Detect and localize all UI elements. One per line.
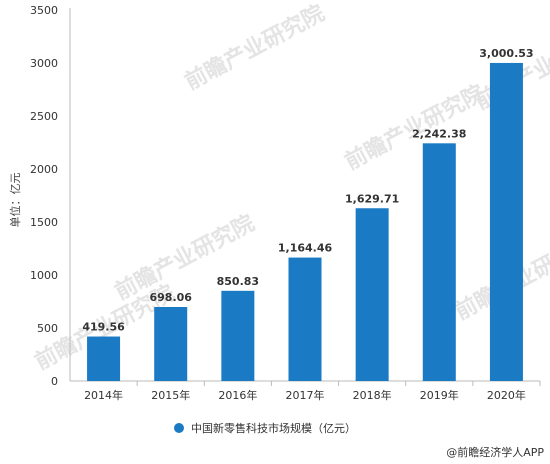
x-tick-label: 2016年 bbox=[218, 388, 257, 402]
bar bbox=[422, 143, 456, 381]
data-label: 1,164.46 bbox=[278, 242, 333, 255]
y-axis-label: 单位：亿元 bbox=[8, 173, 22, 228]
x-tick-label: 2015年 bbox=[151, 388, 190, 402]
x-tick-label: 2020年 bbox=[487, 388, 526, 402]
data-label: 850.83 bbox=[217, 275, 259, 288]
y-tick-label: 2500 bbox=[30, 110, 58, 123]
x-tick-label: 2018年 bbox=[353, 388, 392, 402]
x-tick-label: 2019年 bbox=[420, 388, 459, 402]
bar bbox=[221, 290, 255, 381]
data-label: 419.56 bbox=[82, 321, 125, 334]
legend-marker bbox=[174, 423, 184, 433]
x-tick-label: 2014年 bbox=[84, 388, 123, 402]
data-label: 698.06 bbox=[149, 291, 192, 304]
y-tick-label: 3500 bbox=[30, 4, 58, 17]
y-tick-label: 1000 bbox=[30, 269, 58, 282]
bar-series bbox=[87, 62, 523, 382]
watermark-text: 前瞻产业研究院 bbox=[181, 0, 329, 95]
source-text: @前瞻经济学人APP bbox=[446, 445, 544, 459]
y-tick-label: 3000 bbox=[30, 57, 58, 70]
x-tick-label: 2017年 bbox=[286, 388, 325, 402]
data-labels: 419.56 698.06 850.83 1,164.46 1,629.71 2,242.… bbox=[82, 47, 533, 334]
legend-label: 中国新零售科技市场规模（亿元） bbox=[191, 421, 356, 435]
x-axis-ticks: 2014年 2015年 2016年 2017年 2018年 2019年 2020年 bbox=[84, 381, 541, 402]
bar bbox=[489, 62, 523, 382]
bar bbox=[288, 257, 322, 381]
bar bbox=[355, 208, 389, 381]
y-axis-ticks: 0 500 1000 1500 2000 2500 3000 3500 bbox=[30, 4, 58, 388]
y-tick-label: 0 bbox=[51, 375, 58, 388]
data-label: 3,000.53 bbox=[479, 47, 533, 60]
y-tick-label: 500 bbox=[37, 322, 58, 335]
data-label: 2,242.38 bbox=[412, 127, 466, 140]
data-label: 1,629.71 bbox=[345, 192, 399, 205]
bar bbox=[87, 336, 121, 381]
y-tick-label: 2000 bbox=[30, 163, 58, 176]
bar bbox=[154, 307, 188, 381]
y-tick-label: 1500 bbox=[30, 216, 58, 229]
